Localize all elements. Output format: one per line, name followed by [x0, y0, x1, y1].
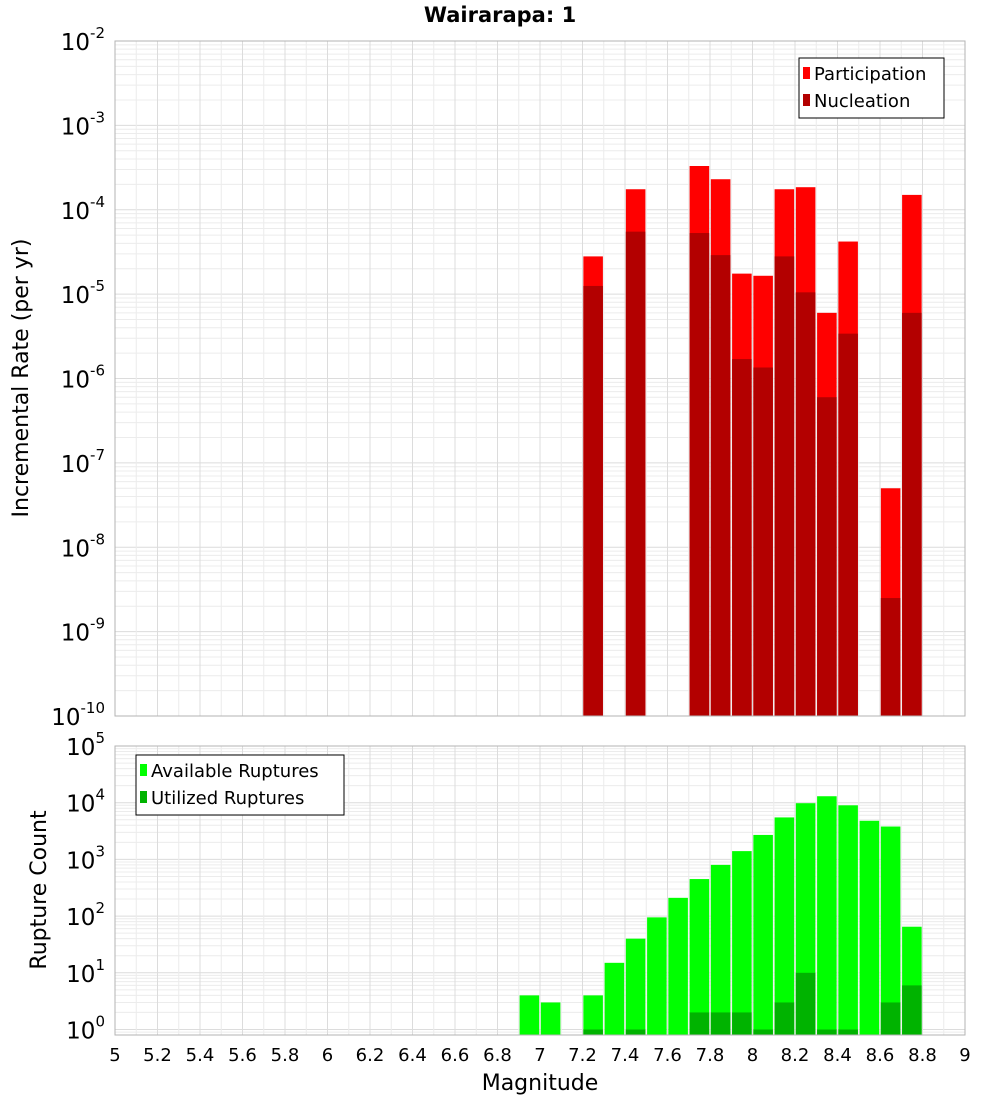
rate-axis-label: Incremental Rate (per yr): [9, 239, 34, 518]
x-tick-label: 9: [959, 1045, 970, 1066]
x-tick-label: 7.2: [568, 1045, 597, 1066]
y-tick-label: 105: [66, 729, 105, 761]
count-bar-a: [838, 805, 858, 1035]
count-bar-b: [732, 1012, 752, 1035]
plot-frame: [114, 745, 966, 1036]
x-tick-label: 8: [747, 1045, 758, 1066]
count-bar-a: [604, 962, 625, 1035]
count-bar-b: [753, 1029, 773, 1035]
x-tick-label: 7.4: [611, 1045, 640, 1066]
count-bar-a: [668, 897, 688, 1035]
count-bar-b: [902, 985, 922, 1035]
count-bar-b: [817, 1029, 837, 1035]
rate-bar-b: [795, 292, 816, 716]
legend-swatch: [803, 94, 810, 106]
rate-bar-b: [625, 231, 646, 716]
count-bar-b: [838, 1029, 858, 1035]
count-bar-a: [689, 879, 710, 1035]
x-tick-label: 8.4: [823, 1045, 852, 1066]
x-tick-label: 6.6: [441, 1045, 470, 1066]
x-tick-label: 8.2: [781, 1045, 810, 1066]
count-bar-b: [774, 1002, 795, 1035]
x-tick-label: 7.8: [696, 1045, 725, 1066]
legend-label: Utilized Ruptures: [151, 788, 304, 809]
panel-0: 10-10 10-9 10-8 10-7 10-6 10-5 10-4 10-3 10-2 Par…: [51, 24, 966, 731]
legend-swatch: [140, 791, 147, 803]
count-axis-label: Rupture Count: [27, 810, 52, 970]
x-tick-label: 5.6: [228, 1045, 257, 1066]
count-bar-a: [774, 817, 795, 1035]
y-tick-label: 10-8: [61, 530, 105, 562]
legend-box: [135, 754, 345, 816]
x-axis-label: Magnitude: [482, 1071, 599, 1096]
count-bar-b: [625, 1029, 646, 1035]
plot-frame: [114, 40, 966, 717]
count-bar-b: [689, 1012, 710, 1035]
legend-label: Available Ruptures: [151, 761, 319, 782]
legend-box: [798, 57, 945, 119]
y-tick-label: 10-2: [61, 24, 105, 56]
rate-bar-b: [838, 333, 858, 716]
rate-bar-b: [880, 598, 901, 716]
legend-label: Nucleation: [814, 91, 910, 112]
y-tick-label: 10-3: [61, 108, 105, 140]
legend-swatch: [140, 764, 147, 776]
count-bar-a: [753, 834, 773, 1035]
legend-swatch: [803, 67, 810, 79]
x-tick-label: 5.8: [271, 1045, 300, 1066]
y-tick-label: 10-7: [61, 446, 105, 478]
count-bar-a: [732, 851, 752, 1035]
panel-1: 100 101 102 103 104 105 Available Ruptures Util…: [66, 729, 966, 1045]
y-tick-label: 102: [66, 899, 105, 931]
legend-label: Participation: [814, 64, 926, 85]
y-tick-label: 101: [66, 956, 105, 988]
y-tick-label: 10-4: [61, 193, 105, 225]
y-tick-label: 103: [66, 842, 105, 874]
count-bar-a: [583, 995, 603, 1035]
count-bar-a: [710, 864, 731, 1035]
y-tick-label: 104: [66, 786, 105, 818]
rate-bar-b: [583, 285, 603, 716]
rate-bar-b: [902, 312, 922, 716]
count-bar-a: [859, 820, 880, 1035]
count-bar-b: [583, 1029, 603, 1035]
rate-bar-b: [710, 255, 731, 716]
count-bar-a: [880, 826, 901, 1035]
x-tick-label: 8.8: [908, 1045, 937, 1066]
y-tick-label: 10-5: [61, 277, 105, 309]
y-tick-label: 10-6: [61, 362, 105, 394]
x-tick-label: 6.8: [483, 1045, 512, 1066]
count-bar-a: [817, 796, 837, 1035]
x-tick-label: 5.4: [186, 1045, 215, 1066]
x-tick-label: 6: [322, 1045, 333, 1066]
rate-bar-b: [689, 233, 710, 716]
count-bar-b: [795, 972, 816, 1035]
rate-bar-b: [817, 397, 837, 716]
y-tick-label: 10-9: [61, 615, 105, 647]
x-tick-label: 7: [534, 1045, 545, 1066]
count-bar-a: [540, 1002, 561, 1035]
rate-bar-b: [753, 367, 773, 716]
x-tick-label: 6.4: [398, 1045, 427, 1066]
count-bar-a: [647, 917, 667, 1035]
y-tick-label: 100: [66, 1013, 105, 1045]
rate-bar-b: [774, 256, 795, 716]
x-tick-label: 7.6: [653, 1045, 682, 1066]
y-tick-label: 10-10: [51, 699, 105, 731]
count-bar-a: [625, 938, 646, 1035]
x-tick-label: 8.6: [866, 1045, 895, 1066]
rate-bar-b: [732, 359, 752, 716]
count-bar-a: [519, 995, 540, 1035]
chart-title: Wairarapa: 1: [424, 3, 576, 27]
x-tick-label: 6.2: [356, 1045, 385, 1066]
x-tick-label: 5.2: [143, 1045, 172, 1066]
count-bar-b: [880, 1002, 901, 1035]
x-tick-label: 5: [109, 1045, 120, 1066]
count-bar-b: [710, 1012, 731, 1035]
